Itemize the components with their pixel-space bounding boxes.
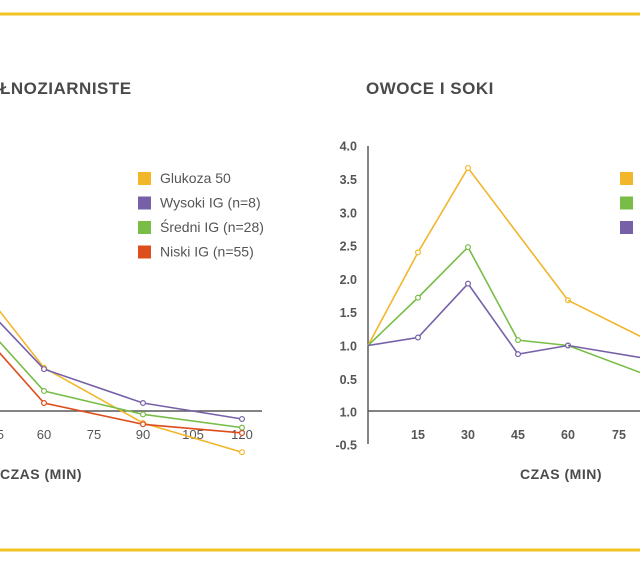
- right-data-point: [415, 334, 422, 341]
- left-data-point: [239, 415, 246, 422]
- right-data-point: [514, 351, 521, 358]
- left-x-tick-label: 60: [37, 427, 51, 442]
- left-data-point: [239, 429, 246, 436]
- right-data-point: [415, 249, 422, 256]
- left-series-line: [0, 310, 243, 453]
- left-legend-label: Wysoki IG (n=8): [160, 195, 261, 211]
- right-chart: OWOCE I SOKI CZAS (MIN) 4.0 3.5 3.0 2.5 2.0 1…: [335, 79, 640, 482]
- right-series-tail: [567, 344, 640, 359]
- right-y-tick-label: -0.5: [335, 439, 357, 453]
- left-legend-swatch: [138, 196, 151, 210]
- right-y-tick-label: 4.0: [340, 140, 357, 154]
- left-series-line: [0, 352, 243, 434]
- left-data-point: [239, 449, 246, 456]
- right-series-tail: [567, 299, 640, 338]
- right-data-point: [465, 244, 472, 251]
- left-data-point: [140, 400, 147, 407]
- right-chart-title: OWOCE I SOKI: [366, 79, 494, 98]
- left-legend-label: Glukoza 50: [160, 170, 231, 186]
- left-data-point: [40, 366, 47, 373]
- left-chart-xlabel: CZAS (MIN): [0, 466, 82, 482]
- right-series-line: [367, 166, 569, 346]
- left-legend-label: Średni IG (n=28): [160, 218, 264, 235]
- left-data-point: [239, 424, 246, 431]
- right-data-point: [465, 280, 472, 287]
- left-series-line: [0, 321, 243, 420]
- left-legend-swatch: [138, 245, 151, 259]
- right-series-tail: [567, 344, 640, 374]
- left-x-tick-label: 75: [87, 427, 101, 442]
- right-y-tick-label: 1.0: [340, 406, 357, 420]
- right-data-point: [465, 164, 472, 171]
- left-chart-title: ŁNOZIARNISTE: [0, 79, 132, 98]
- left-series-line: [0, 341, 243, 429]
- right-data-point: [514, 337, 521, 344]
- right-series-line: [367, 282, 569, 356]
- right-legend-swatch: [620, 196, 633, 210]
- right-y-tick-label: 1.0: [340, 340, 357, 354]
- right-chart-xlabel: CZAS (MIN): [520, 466, 602, 482]
- right-x-tick-label: 30: [461, 428, 475, 442]
- left-x-tick-label: 105: [182, 427, 204, 442]
- right-y-tick-label: 1.5: [340, 306, 357, 320]
- left-x-tick-label: 5: [0, 427, 4, 442]
- right-legend-swatch: [620, 221, 633, 234]
- left-data-point: [40, 388, 47, 395]
- right-y-tick-label: 3.5: [340, 173, 357, 187]
- right-y-tick-label: 2.0: [340, 273, 357, 287]
- right-x-tick-label: 15: [411, 428, 425, 442]
- right-y-tick-label: 0.5: [340, 373, 357, 387]
- left-legend-swatch: [138, 221, 151, 234]
- left-data-point: [40, 400, 47, 407]
- left-legend-swatch: [138, 172, 151, 185]
- right-x-tick-label: 45: [511, 428, 525, 442]
- right-legend-swatch: [620, 172, 633, 185]
- right-data-point: [415, 294, 422, 301]
- right-x-tick-label: 75: [612, 428, 626, 442]
- left-data-point: [140, 411, 147, 418]
- right-x-tick-label: 60: [561, 428, 575, 442]
- left-legend-label: Niski IG (n=55): [160, 244, 254, 260]
- left-chart: ŁNOZIARNISTE CZAS (MIN) 5607590105120 Gl…: [0, 79, 264, 482]
- left-x-tick-label: 90: [136, 427, 150, 442]
- right-y-tick-label: 2.5: [340, 240, 357, 254]
- left-data-point: [140, 421, 147, 428]
- right-y-tick-label: 3.0: [340, 207, 357, 221]
